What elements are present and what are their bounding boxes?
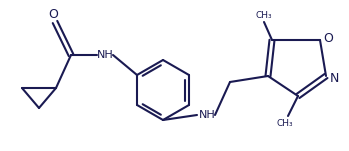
Text: NH: NH bbox=[97, 50, 113, 60]
Text: N: N bbox=[329, 72, 339, 85]
Text: CH₃: CH₃ bbox=[277, 119, 293, 129]
Text: O: O bbox=[323, 32, 333, 45]
Text: NH: NH bbox=[199, 110, 215, 120]
Text: CH₃: CH₃ bbox=[256, 11, 272, 19]
Text: O: O bbox=[48, 8, 58, 21]
